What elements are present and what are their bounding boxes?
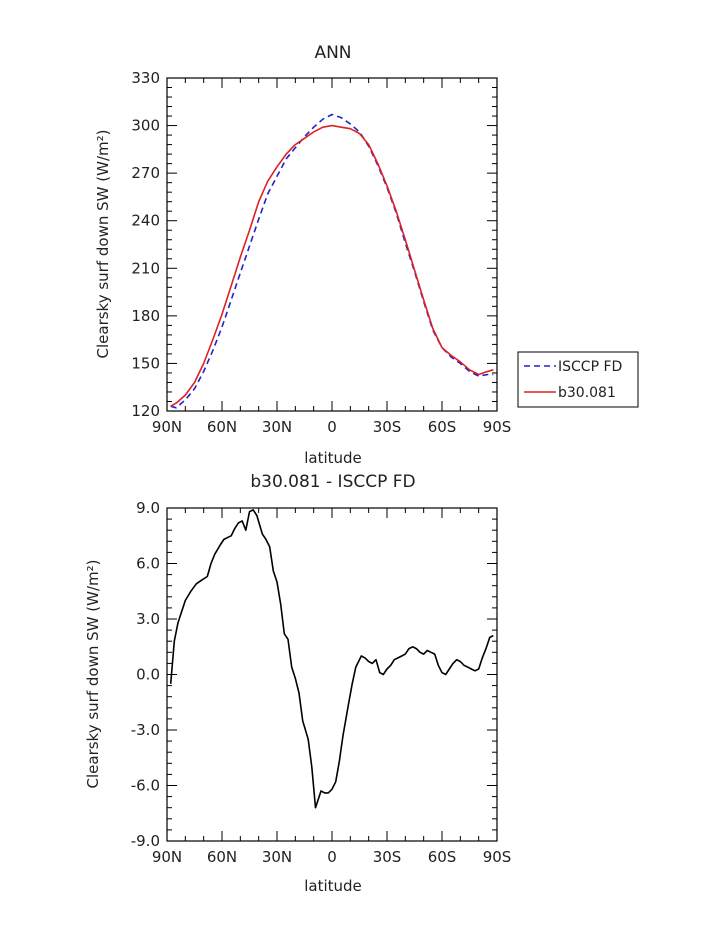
series-line-isccp-fd (170, 113, 494, 409)
series-line-difference (169, 509, 494, 809)
y-tick-label: 330 (131, 69, 160, 87)
legend-label-isccp: ISCCP FD (558, 359, 622, 375)
x-tick-label: 60S (428, 418, 457, 436)
x-axis-label-top: latitude (304, 449, 362, 467)
y-tick-label: 120 (131, 402, 160, 420)
plot-title-top: ANN (314, 43, 351, 63)
plot-frame-bottom (166, 507, 498, 842)
x-tick-label: 0 (327, 418, 337, 436)
panel-bottom: b30.081 - ISCCP FD 90N 60N 30N 0 30S 60S 90S -9… (84, 472, 511, 895)
series-top (170, 113, 494, 409)
x-tick-label: 0 (327, 848, 337, 866)
x-axis-label-bottom: latitude (304, 877, 362, 895)
y-tick-label: 150 (131, 354, 160, 372)
ticks-top: 90N 60N 30N 0 30S 60S 90S 120 150 180 210 240 270 300… (131, 69, 511, 436)
y-tick-label: 300 (131, 117, 160, 135)
x-tick-label: 90N (152, 848, 182, 866)
legend-label-b30: b30.081 (558, 385, 616, 401)
x-tick-label: 90S (483, 418, 512, 436)
y-tick-label: 180 (131, 307, 160, 325)
legend: ISCCP FD b30.081 (517, 351, 639, 408)
y-tick-label: 270 (131, 164, 160, 182)
y-tick-label: -9.0 (131, 832, 160, 850)
panel-top: ANN 90N 60N 30N 0 30S 60S 90S 120 150 180 210 240 27… (94, 43, 511, 467)
x-tick-label: 90S (483, 848, 512, 866)
x-tick-label: 60S (428, 848, 457, 866)
y-axis-label-top: Clearsky surf down SW (W/m²) (94, 130, 112, 359)
y-tick-label: 3.0 (136, 610, 160, 628)
plot-title-bottom: b30.081 - ISCCP FD (250, 472, 415, 492)
ticks-bottom: 90N 60N 30N 0 30S 60S 90S -9.0 -6.0 -3.0 0.0 3.0 6.0… (131, 499, 512, 866)
series-line-b30-081 (170, 124, 494, 407)
series-bottom (169, 509, 494, 809)
y-tick-label: 9.0 (136, 499, 160, 517)
y-tick-label: 6.0 (136, 555, 160, 573)
x-tick-label: 90N (152, 418, 182, 436)
x-tick-label: 30N (262, 418, 292, 436)
x-tick-label: 30N (262, 848, 292, 866)
y-tick-label: 240 (131, 212, 160, 230)
y-tick-label: -3.0 (131, 721, 160, 739)
legend-box (517, 351, 639, 408)
x-tick-label: 30S (373, 848, 402, 866)
y-tick-label: -6.0 (131, 777, 160, 795)
plot-frame-top (166, 77, 498, 412)
x-tick-label: 60N (207, 418, 237, 436)
x-tick-label: 60N (207, 848, 237, 866)
y-tick-label: 210 (131, 259, 160, 277)
y-axis-label-bottom: Clearsky surf down SW (W/m²) (84, 560, 102, 789)
x-tick-label: 30S (373, 418, 402, 436)
y-tick-label: 0.0 (136, 666, 160, 684)
